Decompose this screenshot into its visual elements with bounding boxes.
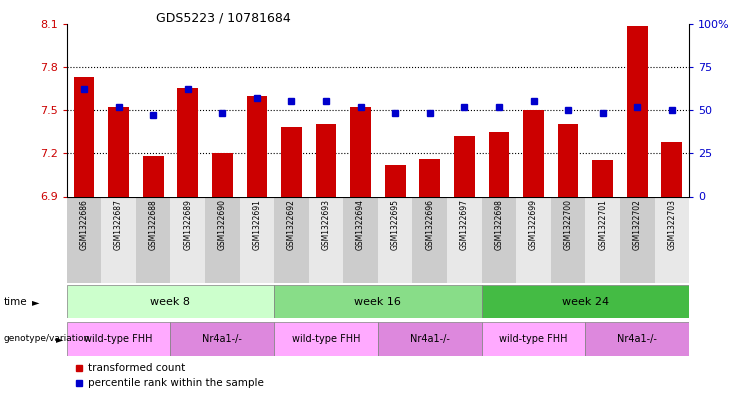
Bar [274,285,482,318]
Bar [413,196,447,283]
Text: GSM1322703: GSM1322703 [668,199,677,250]
Bar [136,196,170,283]
Text: GSM1322693: GSM1322693 [322,199,330,250]
Bar [170,196,205,283]
Text: GSM1322696: GSM1322696 [425,199,434,250]
Text: GSM1322689: GSM1322689 [183,199,192,250]
Text: GSM1322702: GSM1322702 [633,199,642,250]
Text: GSM1322694: GSM1322694 [356,199,365,250]
Text: transformed count: transformed count [88,362,186,373]
Text: GSM1322695: GSM1322695 [391,199,399,250]
Bar [385,165,405,196]
Bar [454,136,475,196]
Bar [523,110,544,196]
Bar [247,95,268,196]
Text: wild-type FHH: wild-type FHH [499,334,568,344]
Bar [73,77,94,196]
Bar [654,196,689,283]
Text: GSM1322692: GSM1322692 [287,199,296,250]
Bar [67,285,274,318]
Bar [102,196,136,283]
Text: GDS5223 / 10781684: GDS5223 / 10781684 [156,12,290,25]
Text: ►: ► [32,297,39,307]
Text: Nr4a1-/-: Nr4a1-/- [410,334,450,344]
Text: ►: ► [56,334,63,344]
Text: GSM1322701: GSM1322701 [598,199,607,250]
Bar [516,196,551,283]
Bar [585,322,689,356]
Bar [143,156,164,196]
Bar [662,142,682,196]
Bar [170,322,274,356]
Text: genotype/variation: genotype/variation [4,334,90,343]
Bar [482,196,516,283]
Bar [343,196,378,283]
Bar [205,196,239,283]
Text: GSM1322686: GSM1322686 [79,199,88,250]
Bar [551,196,585,283]
Bar [67,322,170,356]
Text: week 8: week 8 [150,297,190,307]
Bar [447,196,482,283]
Text: GSM1322691: GSM1322691 [253,199,262,250]
Bar [378,322,482,356]
Bar [419,159,440,196]
Text: wild-type FHH: wild-type FHH [292,334,360,344]
Bar [558,125,579,196]
Text: time: time [4,297,27,307]
Bar [488,132,509,196]
Bar [627,26,648,196]
Bar [482,285,689,318]
Bar [378,196,413,283]
Bar [620,196,654,283]
Text: GSM1322700: GSM1322700 [564,199,573,250]
Text: Nr4a1-/-: Nr4a1-/- [617,334,657,344]
Bar [585,196,620,283]
Bar [67,196,102,283]
Text: GSM1322687: GSM1322687 [114,199,123,250]
Bar [274,196,309,283]
Text: GSM1322690: GSM1322690 [218,199,227,250]
Text: Nr4a1-/-: Nr4a1-/- [202,334,242,344]
Bar [239,196,274,283]
Text: GSM1322698: GSM1322698 [494,199,503,250]
Bar [482,322,585,356]
Bar [274,322,378,356]
Bar [108,107,129,196]
Bar [316,125,336,196]
Bar [309,196,343,283]
Bar [350,107,371,196]
Text: week 16: week 16 [354,297,402,307]
Text: GSM1322699: GSM1322699 [529,199,538,250]
Bar [212,153,233,196]
Bar [592,160,613,196]
Text: GSM1322697: GSM1322697 [460,199,469,250]
Bar [177,88,198,196]
Text: wild-type FHH: wild-type FHH [84,334,153,344]
Text: week 24: week 24 [562,297,609,307]
Text: percentile rank within the sample: percentile rank within the sample [88,378,265,388]
Bar [281,127,302,196]
Text: GSM1322688: GSM1322688 [149,199,158,250]
